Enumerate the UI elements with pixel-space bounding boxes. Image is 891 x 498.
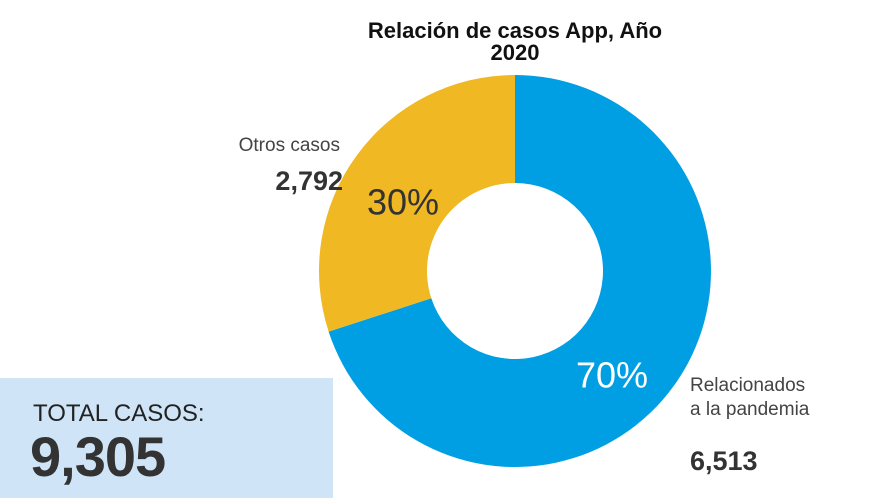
percent-label: 70% (576, 355, 648, 396)
total-value: 9,305 (30, 424, 165, 489)
page: Relación de casos App, Año 2020 30%70% O… (0, 0, 891, 498)
category-label: Otros casos (180, 134, 340, 158)
category-label: Relacionados a la pandemia (690, 374, 814, 422)
total-box: TOTAL CASOS: 9,305 (0, 378, 333, 498)
value-label: 6,513 (690, 446, 758, 477)
percent-label: 30% (367, 182, 439, 223)
value-label: 2,792 (180, 166, 343, 197)
